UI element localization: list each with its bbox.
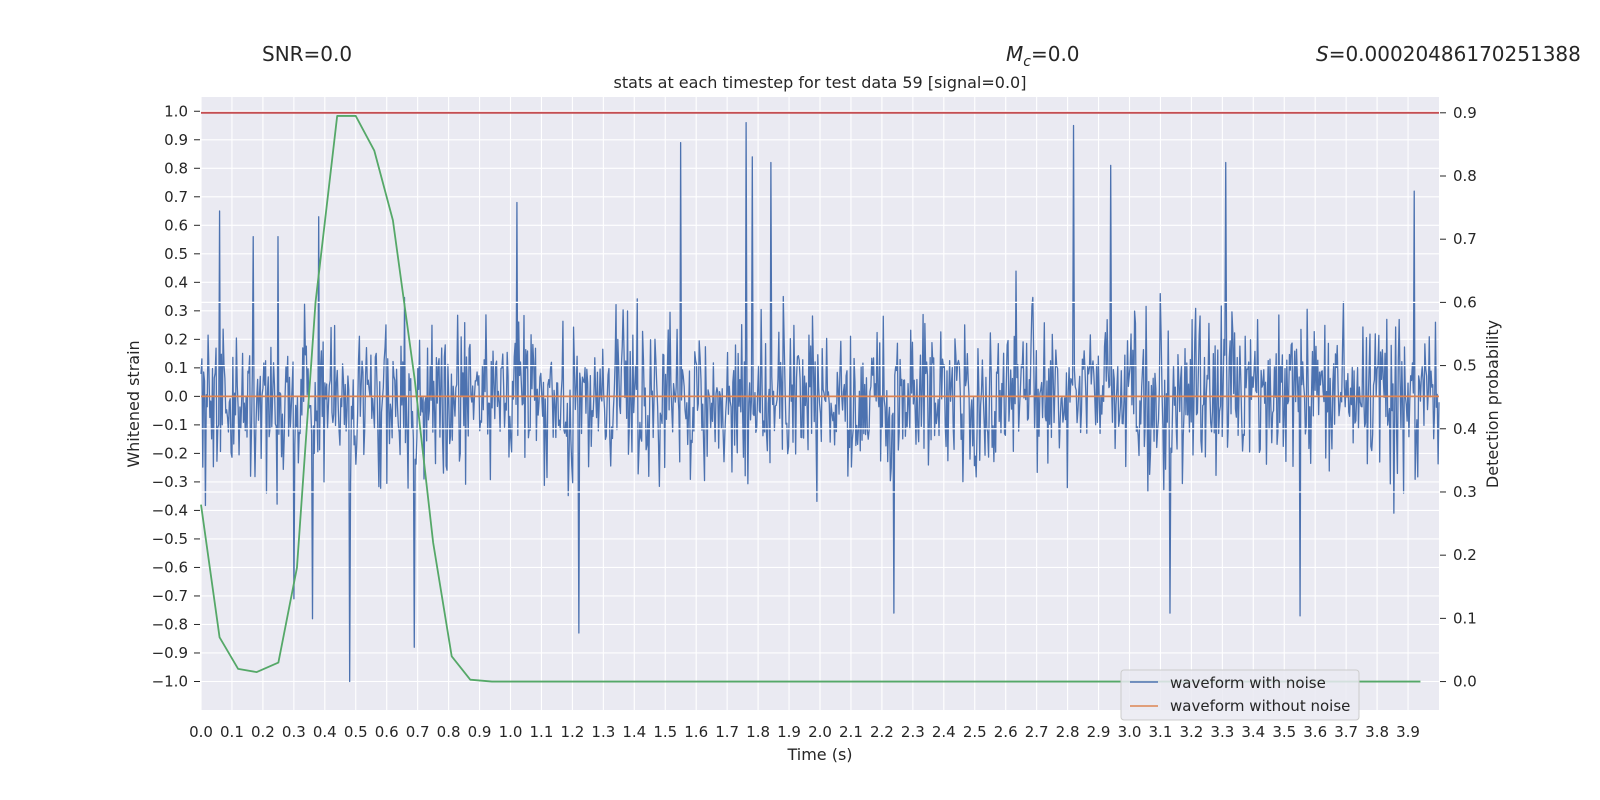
x-tick-label: 3.3: [1210, 723, 1234, 741]
y2-tick-label: 0.6: [1453, 293, 1477, 311]
x-tick-label: 1.8: [746, 723, 770, 741]
y2-tick-label: 0.1: [1453, 609, 1477, 627]
y-tick-label: 0.3: [164, 302, 188, 320]
y-tick-label: 0.6: [164, 216, 188, 234]
y2-tick-label: 0.9: [1453, 104, 1477, 122]
line-series: [200, 111, 1439, 683]
y-tick-label: 1.0: [164, 102, 188, 120]
x-tick-label: 1.3: [591, 723, 615, 741]
x-tick-label: 0.9: [468, 723, 492, 741]
y-tick-label: 0.1: [164, 359, 188, 377]
y-tick-label: 0.8: [164, 159, 188, 177]
y-tick-label: −0.3: [152, 473, 188, 491]
y-tick-label: −0.8: [152, 615, 188, 633]
y2-tick-label: 0.3: [1453, 483, 1477, 501]
y-tick-label: −0.6: [152, 558, 188, 576]
x-tick-label: 3.4: [1241, 723, 1265, 741]
x-tick-label: 0.7: [406, 723, 430, 741]
detection-probability-line: [200, 115, 1421, 683]
x-tick-label: 3.0: [1118, 723, 1142, 741]
x-tick-label: 1.5: [653, 723, 677, 741]
x-tick-label: 0.5: [344, 723, 368, 741]
x-tick-label: 1.0: [499, 723, 523, 741]
y-tick-label: −0.7: [152, 587, 188, 605]
x-tick-label: 2.2: [870, 723, 894, 741]
chirp-mass-stat: Mc=0.0: [1006, 42, 1080, 70]
x-tick-label: 0.1: [220, 723, 244, 741]
legend-box: [1120, 669, 1360, 721]
x-tick-label: 2.5: [963, 723, 987, 741]
chirp-mass-value: =0.0: [1031, 42, 1080, 66]
chirp-mass-subscript: c: [1023, 54, 1031, 70]
x-tick-label: 0.6: [375, 723, 399, 741]
x-tick-label: 3.9: [1396, 723, 1420, 741]
y-tick-label: 0.5: [164, 245, 188, 263]
x-axis-label: Time (s): [786, 745, 852, 764]
y2-tick-label: 0.8: [1453, 167, 1477, 185]
y-tick-label: 0.0: [164, 387, 188, 405]
x-tick-label: 1.9: [777, 723, 801, 741]
x-tick-label: 0.0: [189, 723, 213, 741]
x-tick-label: 0.8: [437, 723, 461, 741]
x-tick-label: 2.0: [808, 723, 832, 741]
y-tick-label: 0.4: [164, 273, 188, 291]
x-tick-label: 3.1: [1149, 723, 1173, 741]
snr-stat: SNR=0.0: [262, 42, 352, 66]
y2-tick-label: 0.0: [1453, 673, 1477, 691]
x-tick-label: 3.2: [1179, 723, 1203, 741]
noise-waveform-series: [200, 122, 1440, 683]
y2-tick-label: 0.7: [1453, 230, 1477, 248]
x-tick-label: 2.3: [901, 723, 925, 741]
x-tick-label: 2.8: [1056, 723, 1080, 741]
x-tick-label: 1.2: [560, 723, 584, 741]
s-value: =0.00020486170251388: [1329, 42, 1581, 66]
x-tick-label: 2.4: [932, 723, 956, 741]
x-tick-label: 3.7: [1334, 723, 1358, 741]
y-axis-label: Whitened strain: [124, 340, 143, 467]
y2-tick-label: 0.5: [1453, 357, 1477, 375]
y-tick-label: −0.5: [152, 530, 188, 548]
y2-axis-label: Detection probability: [1483, 320, 1502, 488]
x-tick-label: 3.5: [1272, 723, 1296, 741]
x-tick-label: 1.6: [684, 723, 708, 741]
x-tick-label: 1.7: [715, 723, 739, 741]
legend-label-noisy: waveform with noise: [1170, 674, 1326, 692]
x-tick-label: 3.8: [1365, 723, 1389, 741]
y-tick-label: −0.1: [152, 416, 188, 434]
x-tick-label: 2.6: [994, 723, 1018, 741]
axis-ticks: 0.0 0.1 0.2 0.3 0.4 0.5 0.6 0.7 0.8 0.9 1.0 1.1 1.2 1…: [152, 102, 1477, 741]
s-stat: S=0.00020486170251388: [1316, 42, 1581, 66]
x-tick-label: 2.9: [1087, 723, 1111, 741]
noisy-waveform-line: [200, 122, 1440, 683]
y-tick-label: 0.7: [164, 188, 188, 206]
y-tick-label: −0.9: [152, 644, 188, 662]
y2-tick-label: 0.2: [1453, 546, 1477, 564]
chirp-mass-symbol: M: [1006, 42, 1023, 66]
x-tick-label: 2.1: [839, 723, 863, 741]
y-tick-label: −0.4: [152, 501, 188, 519]
x-tick-label: 2.7: [1025, 723, 1049, 741]
x-tick-label: 0.3: [282, 723, 306, 741]
x-tick-label: 0.2: [251, 723, 275, 741]
x-tick-label: 1.1: [530, 723, 554, 741]
y-tick-label: 0.2: [164, 330, 188, 348]
x-tick-label: 0.4: [313, 723, 337, 741]
y-tick-label: −1.0: [152, 672, 188, 690]
chart-title: stats at each timestep for test data 59 …: [614, 73, 1027, 92]
s-symbol: S: [1316, 42, 1329, 66]
legend-label-clean: waveform without noise: [1170, 697, 1350, 715]
legend: waveform with noise waveform without noi…: [1120, 669, 1360, 721]
x-tick-label: 1.4: [622, 723, 646, 741]
y-tick-label: −0.2: [152, 444, 188, 462]
y-tick-label: 0.9: [164, 131, 188, 149]
y2-tick-label: 0.4: [1453, 420, 1477, 438]
x-tick-label: 3.6: [1303, 723, 1327, 741]
